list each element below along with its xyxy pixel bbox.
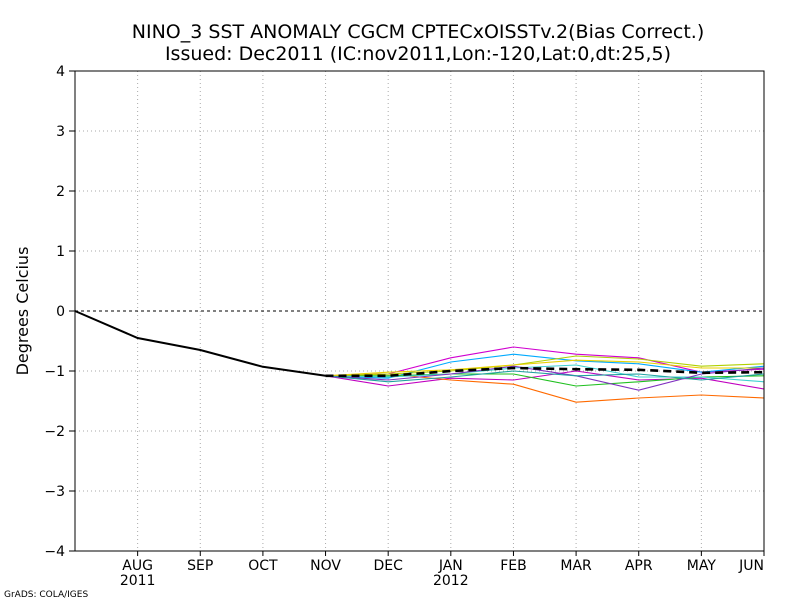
series-line-member-9 (325, 365, 765, 391)
y-tick-label: 2 (56, 184, 65, 200)
x-tick-label: FEB (500, 558, 527, 574)
y-tick-label: 0 (56, 304, 65, 320)
grads-credit: GrADS: COLA/IGES (4, 590, 88, 600)
y-tick-label: −2 (44, 424, 65, 440)
x-tick-label: MAY (687, 558, 717, 574)
series-line-member-8 (325, 359, 764, 377)
x-tick-label: JUN (738, 558, 764, 574)
y-tick-label: 1 (56, 244, 65, 260)
y-tick-label: 4 (56, 64, 65, 80)
x-tick-label: APR (625, 558, 653, 574)
x-tick-label: OCT (248, 558, 278, 574)
series-layer (74, 310, 765, 403)
grid-layer (75, 71, 764, 551)
series-line-member-5 (325, 373, 765, 387)
chart-subtitle: Issued: Dec2011 (IC:nov2011,Lon:-120,Lat… (165, 43, 671, 65)
x-tick-year-label: 2011 (120, 573, 156, 589)
y-tick-label: 3 (56, 124, 65, 140)
x-tick-label: JAN (438, 558, 463, 574)
x-tick-label: AUG (122, 558, 153, 574)
series-line-ensemble-mean (325, 366, 765, 378)
x-tick-label: NOV (310, 558, 341, 574)
x-tick-label: DEC (373, 558, 403, 574)
y-axis-label: Degrees Celcius (13, 247, 32, 376)
y-tick-label: −3 (44, 484, 65, 500)
chart-title: NINO_3 SST ANOMALY CGCM CPTECxOISSTv.2(B… (132, 21, 704, 43)
y-tick-label: −4 (44, 544, 65, 560)
series-line-member-10 (325, 370, 765, 383)
x-tick-year-label: 2012 (433, 573, 469, 589)
x-tick-label: SEP (187, 558, 213, 574)
x-tick-label: MAR (560, 558, 592, 574)
series-line-observed (74, 310, 326, 377)
series-line-member-7 (325, 355, 765, 377)
y-tick-label: −1 (44, 364, 65, 380)
